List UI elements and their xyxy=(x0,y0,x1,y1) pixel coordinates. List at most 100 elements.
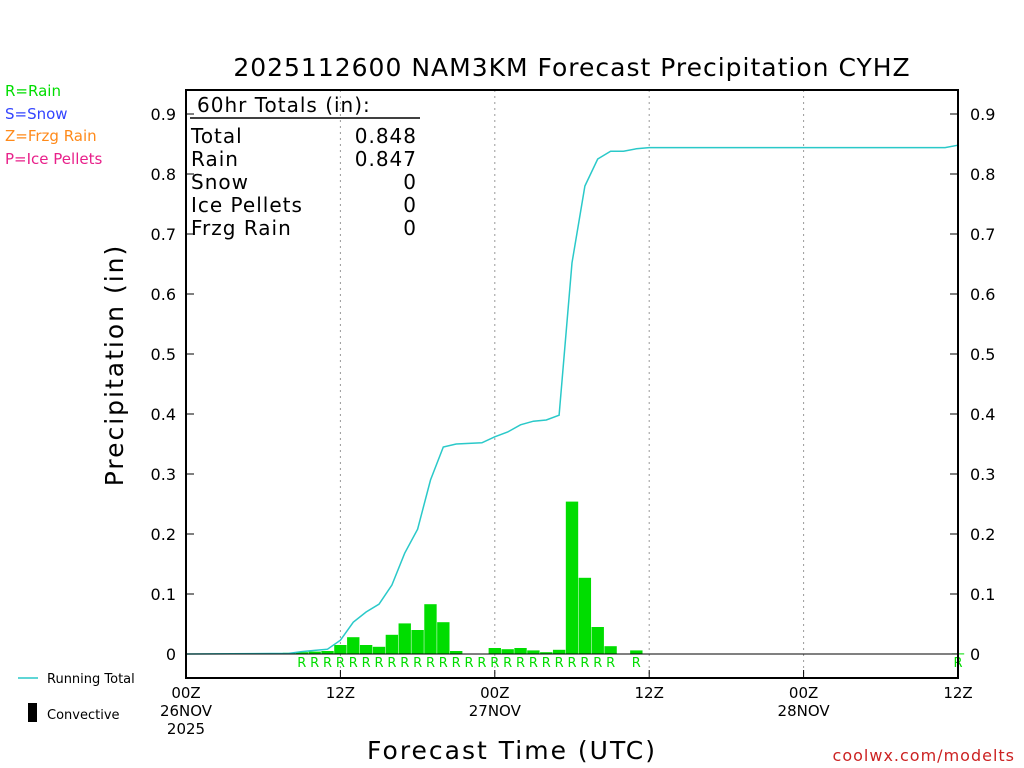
rain-type-marker: R xyxy=(490,656,499,671)
y-tick-label-left: 0.2 xyxy=(151,525,176,544)
precip-bar xyxy=(295,652,308,654)
y-tick-label-right: 0.7 xyxy=(970,225,995,244)
y-tick-label-right: 0.4 xyxy=(970,405,995,424)
x-tick-label: 28NOV xyxy=(778,702,831,720)
y-tick-label-left: 0.5 xyxy=(151,345,176,364)
x-tick-label: 12Z xyxy=(326,684,355,702)
rain-type-marker: R xyxy=(593,656,602,671)
y-tick-label-right: 0.3 xyxy=(970,465,995,484)
totals-row-label: Snow xyxy=(191,170,249,194)
x-tick-label: 26NOV xyxy=(160,702,213,720)
precip-bar xyxy=(424,604,437,654)
totals-row-value: 0.847 xyxy=(355,147,417,171)
precip-bar xyxy=(450,651,463,654)
y-tick-label-left: 0.7 xyxy=(151,225,176,244)
rain-type-marker: R xyxy=(606,656,615,671)
precip-bar xyxy=(565,501,579,654)
convective-legend-label: Convective xyxy=(47,708,120,723)
x-tick-label: 00Z xyxy=(480,684,509,702)
precip-bar xyxy=(578,577,592,654)
precip-bar xyxy=(347,637,360,654)
running-total-legend-label: Running Total xyxy=(47,672,135,687)
precip-bar xyxy=(359,645,373,654)
precip-bar xyxy=(527,650,540,654)
rain-type-marker: R xyxy=(555,656,564,671)
rain-type-marker: R xyxy=(439,656,448,671)
footer-link[interactable]: coolwx.com/modelts xyxy=(833,746,1015,765)
y-tick-label-left: 0 xyxy=(166,645,176,664)
x-tick-label: 12Z xyxy=(943,684,972,702)
chart-title: 2025112600 NAM3KM Forecast Precipitation… xyxy=(233,53,910,82)
precip-bar xyxy=(540,652,553,654)
rain-type-marker: R xyxy=(542,656,551,671)
y-tick-label-left: 0.4 xyxy=(151,405,176,424)
precip-bar xyxy=(591,627,604,654)
rain-type-marker: R xyxy=(400,656,409,671)
series-legend: Running Total Convective xyxy=(18,672,135,723)
totals-row-value: 0 xyxy=(403,170,417,194)
rain-type-marker: R xyxy=(503,656,512,671)
grid-lines xyxy=(339,90,805,678)
legend-rain: R=Rain xyxy=(5,82,61,100)
y-tick-label-right: 0.9 xyxy=(970,105,995,124)
totals-row-label: Frzg Rain xyxy=(191,216,292,240)
rain-type-marker: R xyxy=(516,656,525,671)
rain-type-marker: R xyxy=(387,656,396,671)
y-tick-label-right: 0.6 xyxy=(970,285,995,304)
running-total-line xyxy=(185,144,959,655)
y-tick-label-left: 0.6 xyxy=(151,285,176,304)
rain-type-marker: R xyxy=(632,656,641,671)
rain-type-marker: R xyxy=(465,656,474,671)
y-tick-label-right: 0.1 xyxy=(970,585,995,604)
rain-type-marker: R xyxy=(323,656,332,671)
precip-bar xyxy=(411,630,424,654)
y-tick-label-left: 0.9 xyxy=(151,105,176,124)
x-axis-label: Forecast Time (UTC) xyxy=(367,736,657,765)
rain-type-marker: R xyxy=(310,656,319,671)
precip-bar xyxy=(308,651,321,654)
rain-type-marker: R xyxy=(362,656,371,671)
x-tick-label: 00Z xyxy=(789,684,818,702)
legend-frzg-rain: Z=Frzg Rain xyxy=(5,127,97,145)
rain-type-marker: R xyxy=(336,656,345,671)
y-tick-label-left: 0.3 xyxy=(151,465,176,484)
totals-row-value: 0 xyxy=(403,193,417,217)
rain-type-marker: R xyxy=(452,656,461,671)
y-tick-label-right: 0.8 xyxy=(970,165,995,184)
precip-bar xyxy=(552,649,566,654)
rain-type-marker: R xyxy=(297,656,306,671)
x-tick-label: 12Z xyxy=(635,684,664,702)
rain-type-marker: R xyxy=(529,656,538,671)
plot-frame xyxy=(185,89,959,679)
precip-bar xyxy=(488,648,501,654)
precip-bar xyxy=(334,645,347,654)
totals-row-label: Rain xyxy=(191,147,239,171)
precip-bar xyxy=(501,649,514,654)
x-tick-label: 2025 xyxy=(167,720,205,738)
totals-title: 60hr Totals (in): xyxy=(197,93,371,117)
y-tick-label-right: 0.5 xyxy=(970,345,995,364)
precip-bar xyxy=(372,646,386,654)
legend-snow: S=Snow xyxy=(5,105,68,123)
precip-bar xyxy=(437,622,450,654)
precip-bar xyxy=(630,650,643,654)
y-tick-label-left: 0.1 xyxy=(151,585,176,604)
precip-bar xyxy=(604,646,617,654)
legend-ice-pellets: P=Ice Pellets xyxy=(5,150,102,168)
precip-bar xyxy=(385,634,399,654)
y-axis: 0 00.1 0.10.2 0.20.3 0.30.4 0.40.5 0.50.6 0.60.… xyxy=(151,105,996,664)
totals-row-value: 0 xyxy=(403,216,417,240)
totals-row-value: 0.848 xyxy=(355,124,417,148)
y-tick-label-left: 0.8 xyxy=(151,165,176,184)
rain-type-marker: R xyxy=(349,656,358,671)
y-tick-label-right: 0.2 xyxy=(970,525,995,544)
totals-box: 60hr Totals (in): Total 0.848 Rain 0.847 Sno… xyxy=(190,93,420,240)
precip-bar xyxy=(321,651,334,654)
type-legend: R=Rain S=Snow Z=Frzg Rain P=Ice Pellets xyxy=(5,82,102,168)
rain-type-marker: R xyxy=(413,656,422,671)
y-axis-label: Precipitation (in) xyxy=(100,244,129,487)
rain-type-marker: R xyxy=(580,656,589,671)
